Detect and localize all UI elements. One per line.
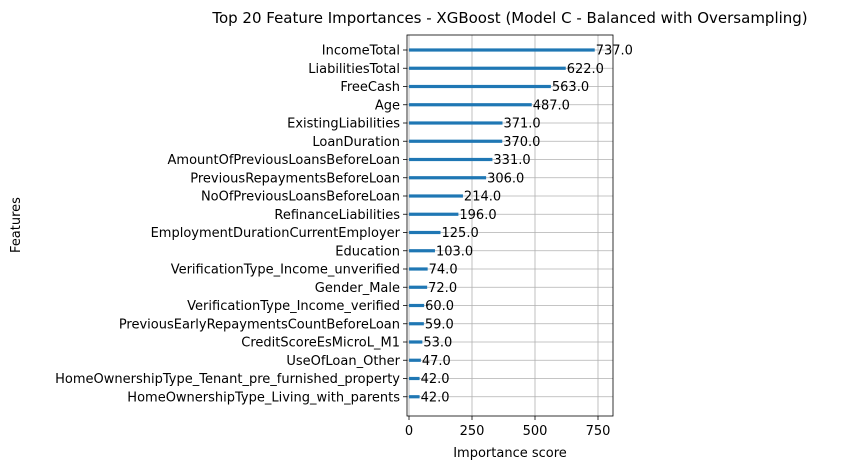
bar-value-label: 737.0	[596, 44, 633, 59]
bars	[409, 48, 595, 399]
y-tick-label: VerificationType_Income_verified	[187, 299, 400, 314]
y-tick-label: IncomeTotal	[322, 44, 400, 59]
bar	[409, 230, 441, 235]
bar	[409, 66, 566, 70]
bar-value-label: 622.0	[567, 62, 604, 77]
bar-value-label: 42.0	[421, 390, 450, 405]
bar	[409, 103, 532, 107]
bar	[409, 157, 493, 162]
x-axis-ticks: 0 250 500 750	[405, 416, 611, 439]
y-tick-label: RefinanceLiabilities	[274, 208, 400, 223]
bar-value-label: 487.0	[533, 98, 570, 113]
bar-value-label: 371.0	[503, 117, 540, 132]
bar	[409, 267, 428, 271]
bar-value-label: 60.0	[425, 299, 454, 314]
bar	[409, 194, 463, 198]
y-tick-label: LoanDuration	[312, 135, 400, 150]
y-tick-label: PreviousRepaymentsBeforeLoan	[190, 171, 400, 186]
bar-value-label: 47.0	[422, 354, 451, 369]
y-tick-label: UseOfLoan_Other	[286, 354, 400, 369]
bar-value-label: 196.0	[459, 208, 496, 223]
bar	[409, 322, 424, 326]
bar-value-label: 59.0	[425, 317, 454, 332]
x-tick-label: 750	[586, 424, 611, 439]
bar-value-label: 306.0	[487, 171, 524, 186]
bar-value-label: 53.0	[423, 336, 452, 351]
y-tick-label: EmploymentDurationCurrentEmployer	[151, 226, 401, 241]
bar	[409, 340, 423, 344]
y-axis-ticks: IncomeTotal LiabilitiesTotal FreeCash Age Ex…	[55, 44, 407, 405]
y-tick-label: AmountOfPreviousLoansBeforeLoan	[168, 153, 400, 168]
bar-value-label: 331.0	[493, 153, 530, 168]
bar-value-label: 103.0	[436, 244, 473, 259]
y-tick-label: NoOfPreviousLoansBeforeLoan	[201, 190, 400, 205]
y-tick-label: Gender_Male	[315, 281, 400, 296]
y-axis-label: Features	[9, 197, 24, 253]
x-tick-label: 0	[405, 424, 413, 439]
y-tick-label: HomeOwnershipType_Tenant_pre_furnished_p…	[55, 372, 400, 387]
y-tick-label: Age	[375, 98, 400, 113]
bar	[409, 285, 428, 289]
bar	[409, 176, 487, 180]
y-tick-label: CreditScoreEsMicroL_M1	[241, 336, 400, 351]
x-tick-label: 250	[460, 424, 485, 439]
bar-value-label: 563.0	[552, 80, 589, 95]
chart-title: Top 20 Feature Importances - XGBoost (Mo…	[211, 9, 807, 27]
bar-value-label: 74.0	[429, 263, 458, 278]
y-tick-label: LiabilitiesTotal	[308, 62, 400, 77]
y-tick-label: HomeOwnershipType_Living_with_parents	[127, 390, 400, 405]
bar	[409, 139, 503, 143]
bar-value-label: 42.0	[421, 372, 450, 387]
bar-value-label: 370.0	[503, 135, 540, 150]
bar	[409, 212, 459, 216]
plot-frame	[406, 34, 614, 417]
bar	[409, 303, 425, 308]
bar	[409, 84, 551, 89]
x-axis-label: Importance score	[453, 446, 567, 461]
y-tick-label: PreviousEarlyRepaymentsCountBeforeLoan	[119, 317, 400, 332]
bar-value-label: 214.0	[464, 190, 501, 205]
bar	[409, 358, 421, 362]
bar	[409, 376, 420, 381]
bar	[409, 121, 503, 125]
bar	[409, 249, 435, 253]
x-tick-label: 500	[523, 424, 548, 439]
value-labels: 737.0 622.0 563.0 487.0 371.0 370.0 331.0 306.0…	[421, 44, 633, 406]
bar	[409, 395, 420, 399]
bar-value-label: 125.0	[442, 226, 479, 241]
bar	[409, 48, 595, 52]
y-tick-label: FreeCash	[340, 80, 400, 95]
y-tick-label: ExistingLiabilities	[287, 117, 400, 132]
bar-value-label: 72.0	[428, 281, 457, 296]
y-tick-label: VerificationType_Income_unverified	[171, 263, 400, 278]
y-tick-label: Education	[335, 244, 400, 259]
